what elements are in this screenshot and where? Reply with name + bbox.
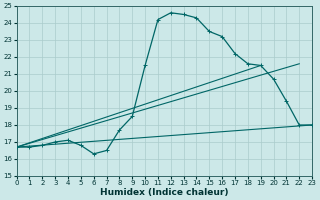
X-axis label: Humidex (Indice chaleur): Humidex (Indice chaleur) — [100, 188, 228, 197]
